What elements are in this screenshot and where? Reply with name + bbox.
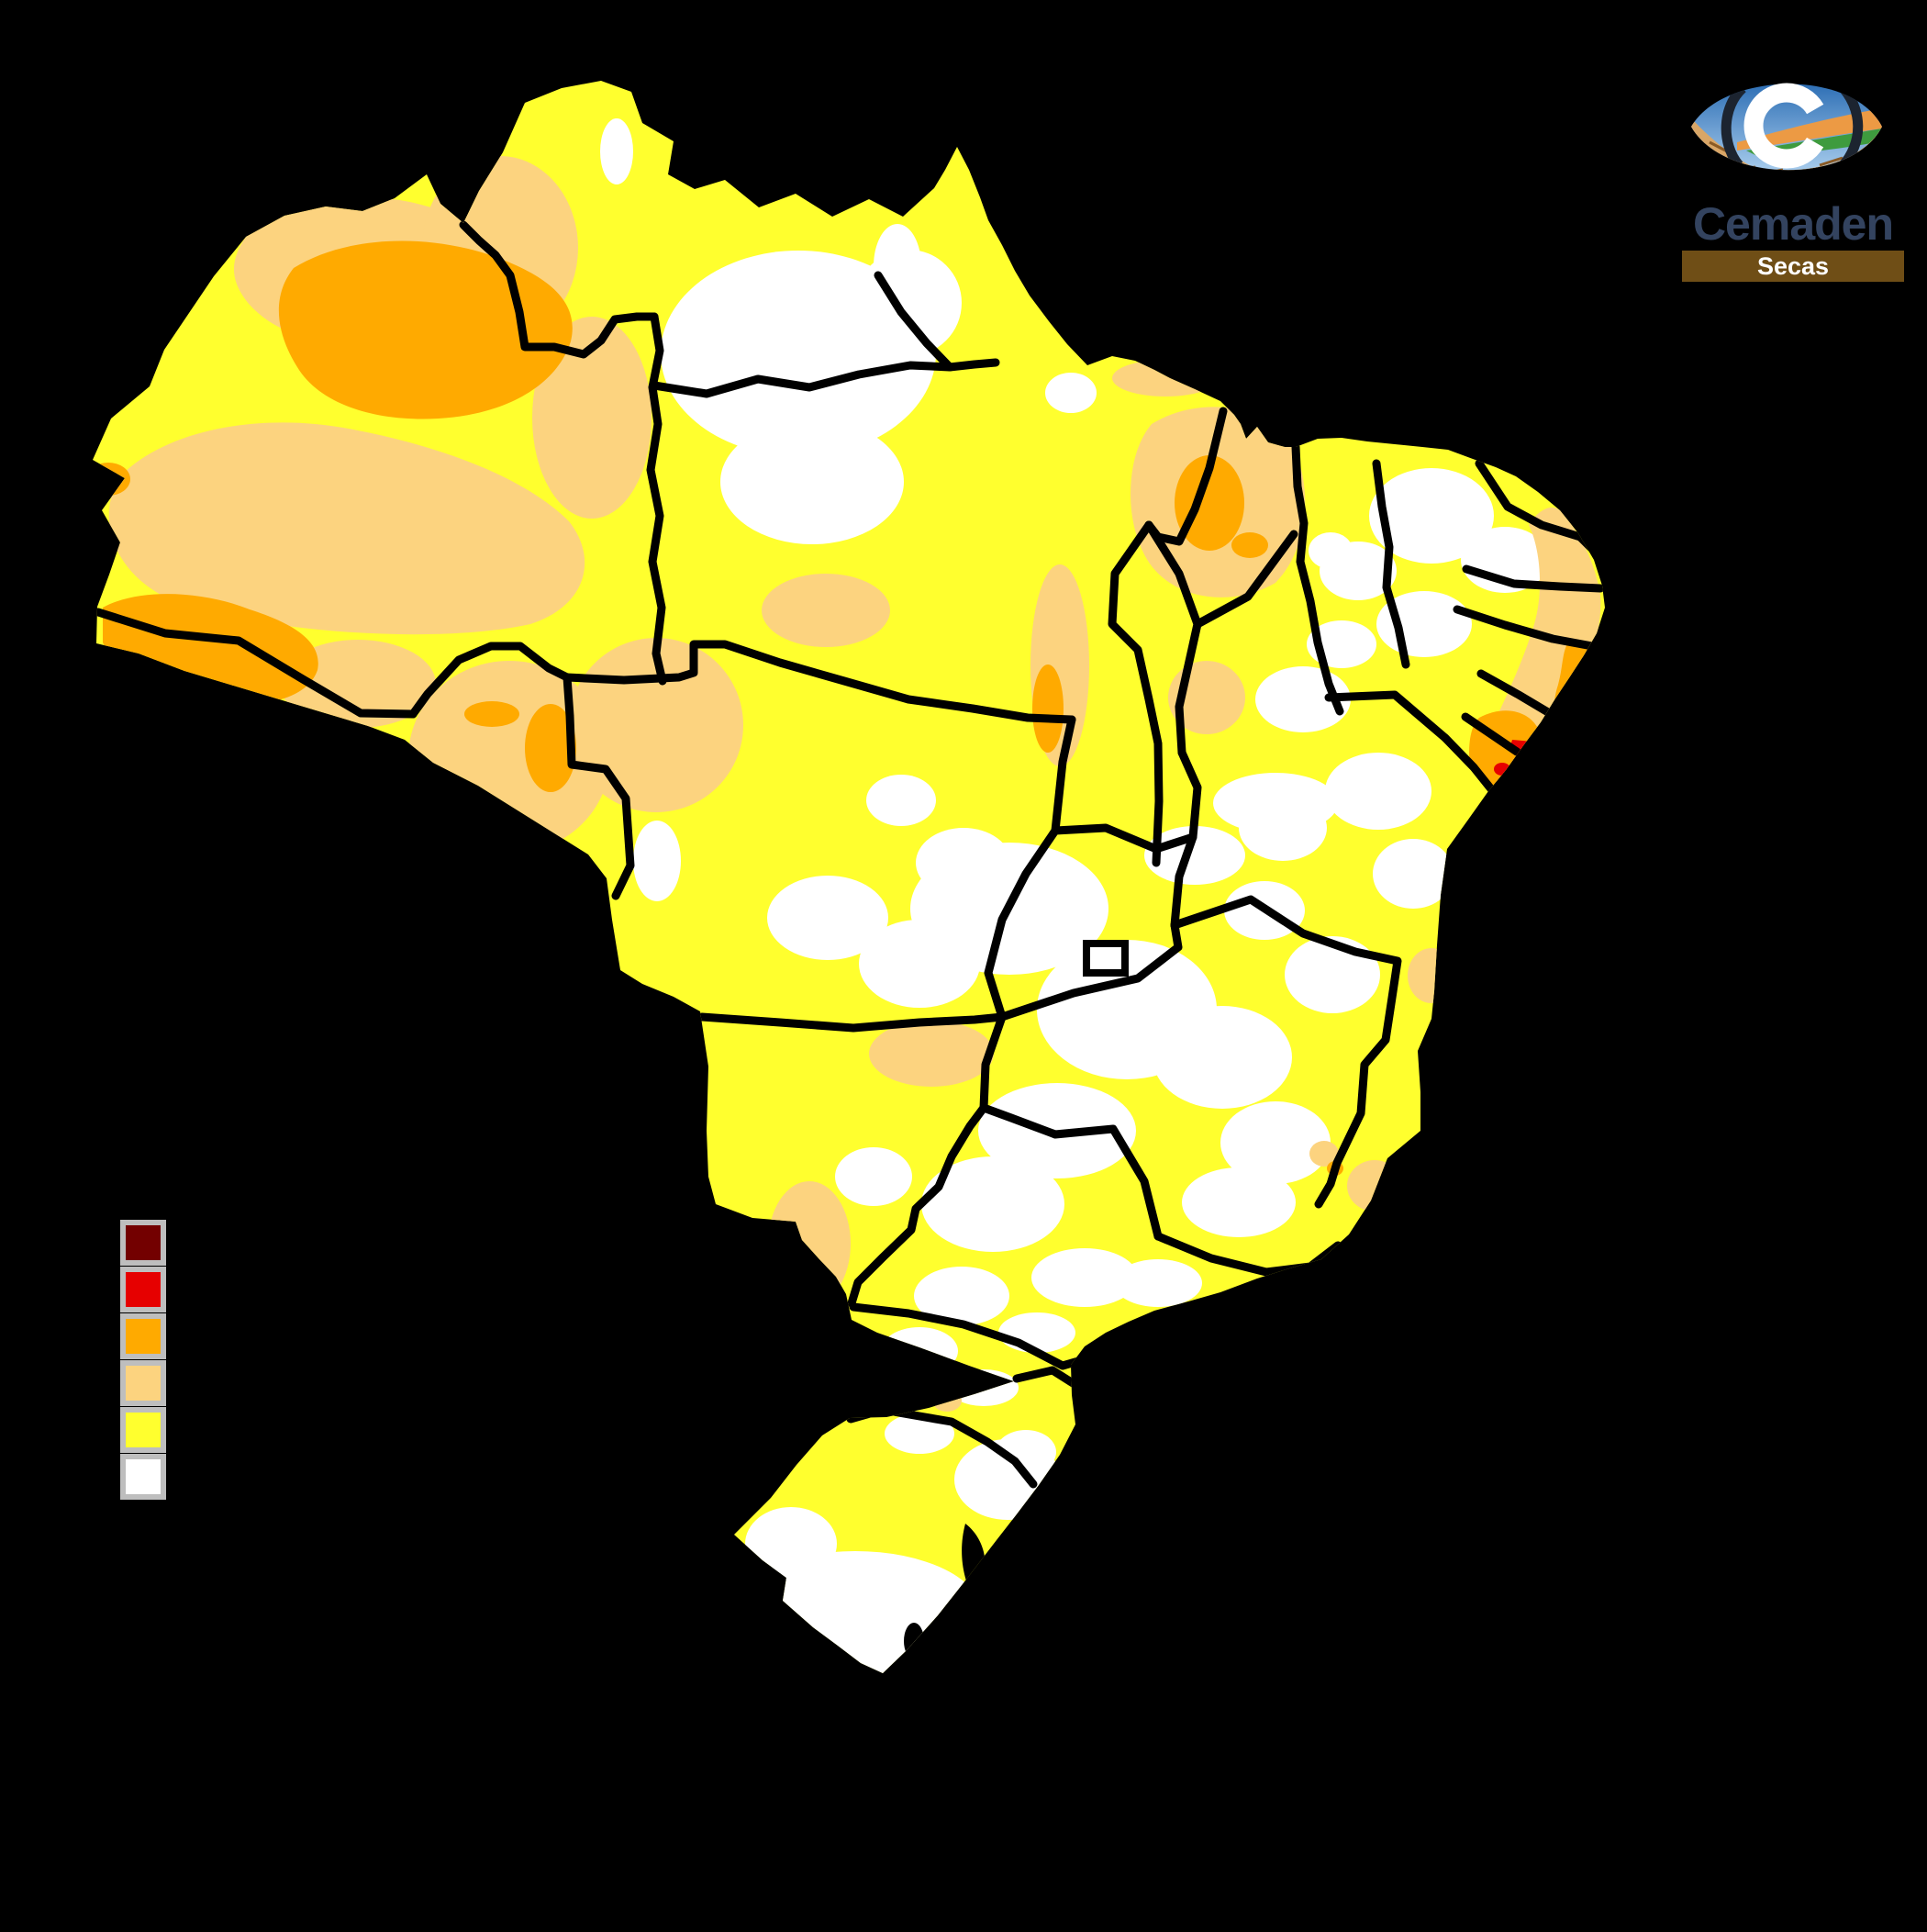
- legend-swatch-severe: [120, 1313, 166, 1359]
- state-borders: [94, 220, 1605, 1489]
- logo-title: Cemaden: [1692, 198, 1894, 250]
- cemaden-logo: Cemaden Secas: [1682, 55, 1904, 282]
- legend-swatch-weak: [120, 1407, 166, 1453]
- legend-swatch-exceptional: [120, 1220, 166, 1266]
- legend-swatch-extreme: [120, 1267, 166, 1312]
- logo-subtitle-banner: Secas: [1682, 251, 1904, 282]
- cemaden-eye-icon: [1691, 83, 1882, 171]
- legend-swatch-moderate: [120, 1360, 166, 1406]
- legend-swatch-none: [120, 1454, 166, 1500]
- legend: [120, 1220, 166, 1501]
- logo-subtitle: Secas: [1756, 252, 1830, 280]
- distrito-federal-outline: [1083, 940, 1129, 977]
- moderate-drought-regions: [108, 156, 1601, 1412]
